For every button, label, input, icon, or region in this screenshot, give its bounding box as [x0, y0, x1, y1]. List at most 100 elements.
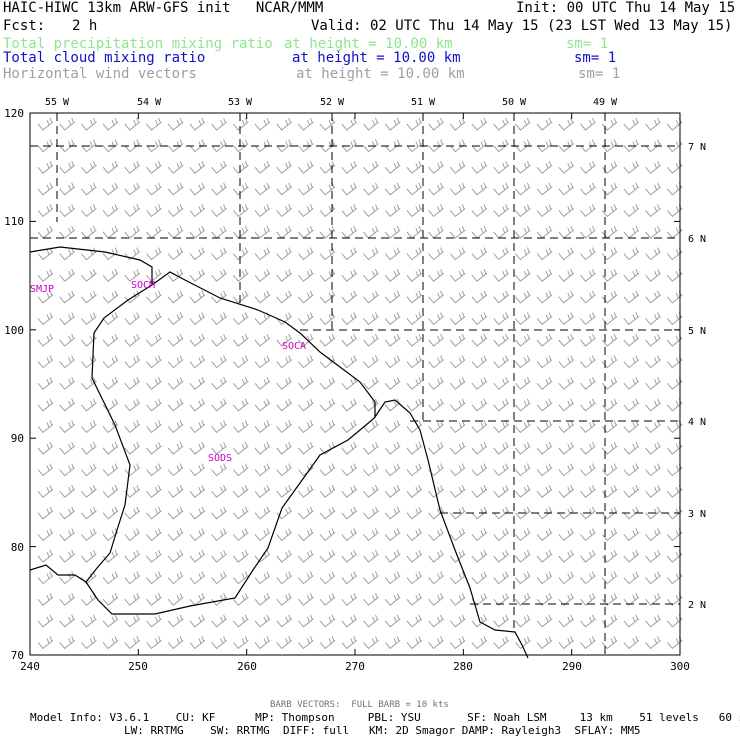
wind-barb [276, 398, 293, 412]
wind-barb [102, 312, 119, 326]
wind-barb [276, 204, 293, 218]
wind-barb [298, 312, 314, 326]
wind-barb [363, 333, 379, 347]
wind-barb [102, 441, 119, 455]
wind-barb [580, 377, 596, 390]
wind-barb [146, 506, 162, 520]
wind-barb [623, 441, 640, 455]
wind-barb [211, 614, 227, 628]
wind-barb [384, 204, 401, 218]
wind-barb [623, 161, 640, 174]
wind-barb [232, 377, 249, 390]
wind-barb [254, 225, 271, 239]
wind-barb [515, 182, 531, 196]
wind-barb [623, 355, 640, 369]
border-west [85, 284, 153, 583]
wind-barb [211, 312, 227, 326]
wind-barb [341, 463, 358, 477]
wind-barb [298, 571, 314, 585]
wind-barb [406, 290, 423, 304]
x-tick-label: 270 [345, 660, 365, 673]
wind-barb [319, 593, 336, 606]
wind-barb [428, 636, 444, 650]
wind-barb [493, 355, 510, 369]
wind-barb [449, 312, 466, 326]
wind-barb [363, 593, 379, 606]
wind-barb [276, 225, 293, 239]
wind-barb [81, 290, 97, 304]
wind-barb [319, 528, 336, 542]
wind-barb [363, 204, 379, 218]
wind-barb [623, 636, 640, 650]
lon-label: 52 W [320, 97, 345, 108]
wind-barb [363, 441, 379, 455]
wind-barb [211, 333, 227, 347]
wind-barb [406, 312, 423, 326]
wind-barb [536, 139, 553, 153]
field-wind-height: at height = 10.00 km [296, 66, 465, 82]
wind-barb [449, 420, 466, 434]
wind-barb [37, 182, 54, 196]
wind-barb [515, 485, 531, 498]
wind-barb [298, 485, 314, 498]
wind-barb [146, 593, 162, 606]
wind-barb [37, 117, 54, 131]
wind-barb [558, 420, 575, 434]
wind-barb [471, 139, 488, 153]
wind-barb [341, 333, 358, 347]
wind-barb [515, 247, 531, 261]
wind-barb [580, 636, 596, 650]
wind-barb [406, 247, 423, 261]
wind-barb [558, 463, 575, 477]
wind-barb [645, 398, 661, 412]
field-cloud-sm: sm= 1 [574, 50, 617, 66]
wind-barb [341, 420, 358, 434]
wind-barb [146, 463, 162, 477]
wind-barb [363, 614, 379, 628]
wind-barb [515, 355, 531, 369]
wind-barb [601, 204, 618, 218]
wind-barb [623, 485, 640, 498]
wind-barb [211, 398, 227, 412]
wind-barb [319, 398, 336, 412]
wind-barb [363, 571, 379, 585]
wind-barb [623, 269, 640, 282]
wind-barb [59, 225, 76, 239]
wind-barb [167, 182, 184, 196]
wind-barb [102, 485, 119, 498]
wind-barb [558, 225, 575, 239]
wind-barb [363, 420, 379, 434]
wind-barb [493, 312, 510, 326]
wind-barb [254, 377, 271, 390]
wind-barb [189, 355, 206, 369]
wind-barb [254, 398, 271, 412]
wind-barb [276, 614, 293, 628]
wind-barb [384, 420, 401, 434]
wind-barb [124, 549, 141, 563]
wind-barb [623, 614, 640, 628]
wind-barb [384, 571, 401, 585]
wind-barb [558, 355, 575, 369]
field-cloud-height: at height = 10.00 km [292, 50, 461, 66]
wind-barb [558, 571, 575, 585]
field-wind-sm: sm= 1 [578, 66, 621, 82]
wind-barb [59, 355, 76, 369]
wind-barb [232, 441, 249, 455]
wind-barb [211, 247, 227, 261]
wind-barb [102, 269, 119, 282]
wind-barb [406, 269, 423, 282]
wind-barb [493, 549, 510, 563]
wind-barb [254, 636, 271, 650]
wind-barb [384, 269, 401, 282]
wind-barb [536, 247, 553, 261]
model-info-line-1: Model Info: V3.6.1 CU: KF MP: Thompson P… [30, 711, 740, 724]
wind-barb [363, 463, 379, 477]
wind-barb [623, 549, 640, 563]
wind-barb [601, 614, 618, 628]
wind-barb [471, 333, 488, 347]
wind-barb [167, 636, 184, 650]
wind-barb [319, 204, 336, 218]
wind-barb [167, 269, 184, 282]
wind-barb [189, 549, 206, 563]
